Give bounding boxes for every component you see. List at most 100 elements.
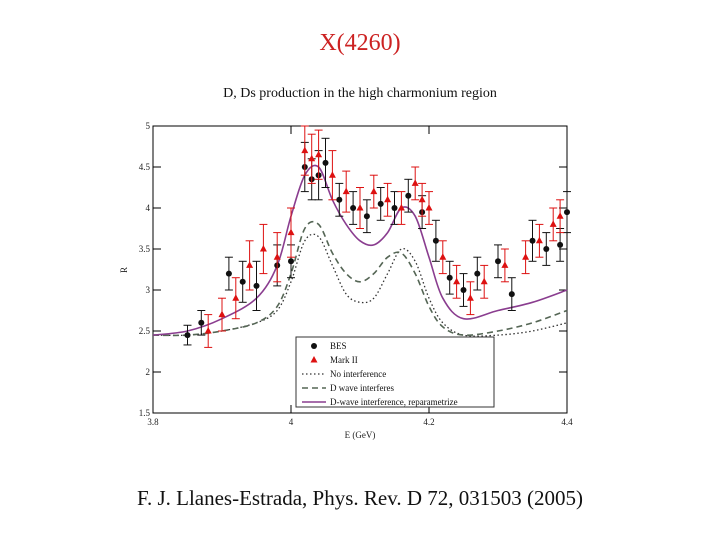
mark2-point xyxy=(273,232,282,283)
mark2-point xyxy=(314,129,323,180)
data-marker xyxy=(543,246,550,252)
legend-label: BES xyxy=(330,341,347,351)
mark2-point xyxy=(466,281,475,316)
y-axis-label: R xyxy=(119,267,129,273)
bes-point xyxy=(528,219,537,262)
mark2-point xyxy=(356,187,364,229)
data-marker xyxy=(322,159,329,166)
data-marker xyxy=(301,146,309,154)
x-tick-label: 4.2 xyxy=(423,417,434,427)
y-tick-label: 3 xyxy=(146,285,151,295)
data-marker xyxy=(218,310,226,318)
data-marker xyxy=(564,209,570,216)
data-marker xyxy=(287,228,295,236)
data-marker xyxy=(308,154,316,162)
bes-point xyxy=(335,182,344,217)
data-marker xyxy=(204,327,212,334)
data-marker xyxy=(508,291,515,298)
data-marker xyxy=(328,171,336,178)
y-tick-label: 1.5 xyxy=(139,408,151,418)
y-tick-label: 3.5 xyxy=(139,244,151,254)
bes-point xyxy=(252,260,261,311)
x-axis-label: E (GeV) xyxy=(345,430,376,440)
data-marker xyxy=(288,258,294,265)
mark2-point xyxy=(342,170,351,213)
data-marker xyxy=(342,187,350,195)
bes-point xyxy=(507,277,516,311)
mark2-point xyxy=(521,240,530,275)
data-marker xyxy=(556,212,564,219)
mark2-point xyxy=(397,191,406,225)
data-marker xyxy=(350,205,357,211)
data-marker xyxy=(232,294,240,301)
mark2-point xyxy=(480,264,489,299)
bes-point xyxy=(197,310,206,336)
y-tick-label: 5 xyxy=(146,121,151,131)
data-marker xyxy=(405,192,412,199)
legend-item: BES xyxy=(311,341,347,351)
bes-point xyxy=(563,191,571,234)
data-marker xyxy=(370,187,378,195)
data-marker xyxy=(535,236,543,244)
bes-point xyxy=(376,187,385,221)
legend-label: D wave interferes xyxy=(330,383,394,393)
data-marker xyxy=(495,258,501,265)
x-tick-label: 3.8 xyxy=(147,417,159,427)
mark2-point xyxy=(425,191,433,225)
bes-point xyxy=(542,232,551,266)
series-line xyxy=(152,164,568,336)
data-marker xyxy=(557,241,564,248)
data-marker xyxy=(225,270,232,277)
x-tick-label: 4.4 xyxy=(561,417,573,427)
mark2-point xyxy=(204,314,213,348)
data-marker xyxy=(356,204,364,211)
bes-point xyxy=(431,219,440,262)
bes-point xyxy=(445,260,454,295)
bes-point xyxy=(494,244,502,279)
legend-symbol xyxy=(311,343,317,349)
y-tick-label: 4.5 xyxy=(139,162,151,172)
data-marker xyxy=(501,261,509,268)
data-marker xyxy=(184,332,191,339)
legend-item: No interference xyxy=(302,369,386,379)
data-marker xyxy=(474,270,481,277)
data-marker xyxy=(377,200,384,207)
bes-point xyxy=(404,178,413,213)
mark2-point xyxy=(245,240,254,291)
legend-item: D wave interferes xyxy=(302,383,394,393)
plot-frame xyxy=(152,125,568,414)
bes-point xyxy=(238,260,247,303)
mark2-point xyxy=(411,166,420,201)
legend-item: Mark II xyxy=(310,355,358,365)
mark2-point xyxy=(231,277,240,320)
legend-label: Mark II xyxy=(330,355,358,365)
slide-title: X(4260) xyxy=(319,30,401,56)
bes-point xyxy=(224,256,233,291)
data-marker xyxy=(198,319,205,326)
legend-box xyxy=(295,336,495,408)
data-marker xyxy=(522,253,530,260)
legend-label: No interference xyxy=(330,369,386,379)
bes-point xyxy=(321,137,330,188)
data-marker xyxy=(384,195,392,203)
data-marker xyxy=(253,282,260,289)
data-marker xyxy=(529,237,536,244)
mark2-point xyxy=(549,207,558,242)
citation: F. J. Llanes-Estrada, Phys. Rev. D 72, 0… xyxy=(136,486,584,510)
data-marker xyxy=(411,179,419,186)
bes-point xyxy=(362,199,371,234)
bes-point xyxy=(556,228,565,262)
data-marker xyxy=(246,261,254,268)
mark2-point xyxy=(300,125,309,176)
mark2-point xyxy=(438,240,447,275)
bes-point xyxy=(349,191,358,225)
data-marker xyxy=(391,205,398,211)
mark2-point xyxy=(535,223,544,258)
data-marker xyxy=(453,277,461,285)
data-marker xyxy=(239,278,246,285)
mark2-point xyxy=(500,248,509,283)
model-curves xyxy=(152,164,568,337)
data-marker xyxy=(549,220,557,227)
data-marker xyxy=(336,196,343,203)
